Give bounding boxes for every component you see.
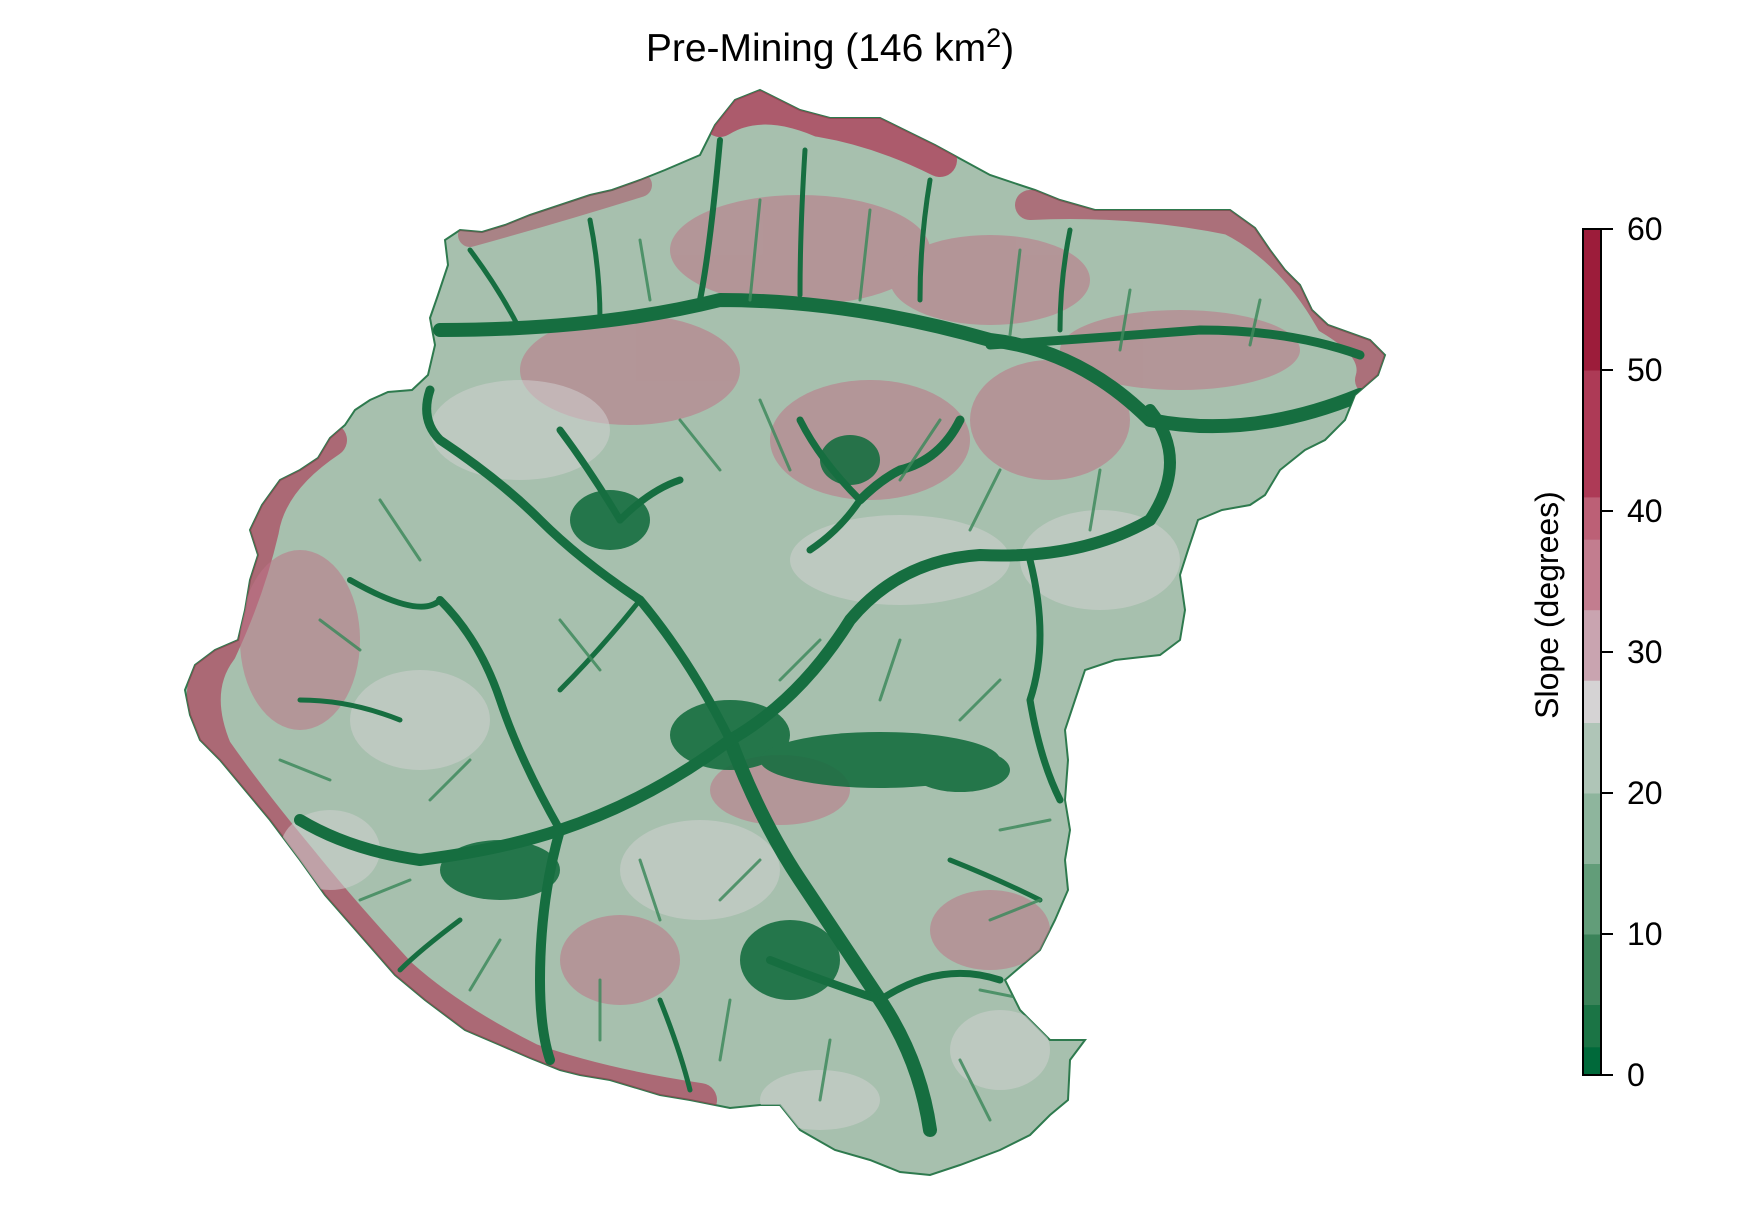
slope-legend: 0 10 20 30 40 50 60 Slope (degrees): [1529, 211, 1663, 1093]
ridge-patches: [240, 195, 1300, 1005]
colorbar-bin: [1583, 934, 1601, 1005]
colorbar-tick-label: 60: [1627, 211, 1663, 247]
colorbar-tick-label: 40: [1627, 493, 1663, 529]
colorbar-bin: [1583, 609, 1601, 681]
colorbar-bin: [1583, 370, 1601, 498]
gray-slopes: [280, 380, 1180, 1130]
minor-tributaries: [278, 198, 1262, 1122]
watershed-slope-raster: [183, 88, 1387, 1177]
legend-axis-label: Slope (degrees): [1529, 491, 1565, 719]
colorbar-bin: [1583, 680, 1601, 723]
colorbar-ticks: 0 10 20 30 40 50 60: [1601, 211, 1663, 1093]
colorbar-bin: [1583, 539, 1601, 611]
colorbar-bin: [1583, 496, 1601, 540]
colorbar-bin: [1583, 229, 1601, 371]
colorbar: [1583, 229, 1601, 1076]
colorbar-bin: [1583, 722, 1601, 794]
colorbar-tick-label: 50: [1627, 352, 1663, 388]
title-superscript: 2: [986, 23, 1001, 53]
colorbar-tick-label: 30: [1627, 634, 1663, 670]
colorbar-bin: [1583, 793, 1601, 864]
colorbar-bin: [1583, 863, 1601, 935]
colorbar-tick-label: 20: [1627, 775, 1663, 811]
map-title: Pre-Mining (146 km2): [646, 23, 1014, 70]
colorbar-bin: [1583, 1004, 1601, 1048]
colorbar-bin: [1583, 1046, 1601, 1076]
colorbar-tick-label: 10: [1627, 916, 1663, 952]
drainage-network: [294, 137, 1367, 1137]
colorbar-tick-label: 0: [1627, 1057, 1645, 1093]
